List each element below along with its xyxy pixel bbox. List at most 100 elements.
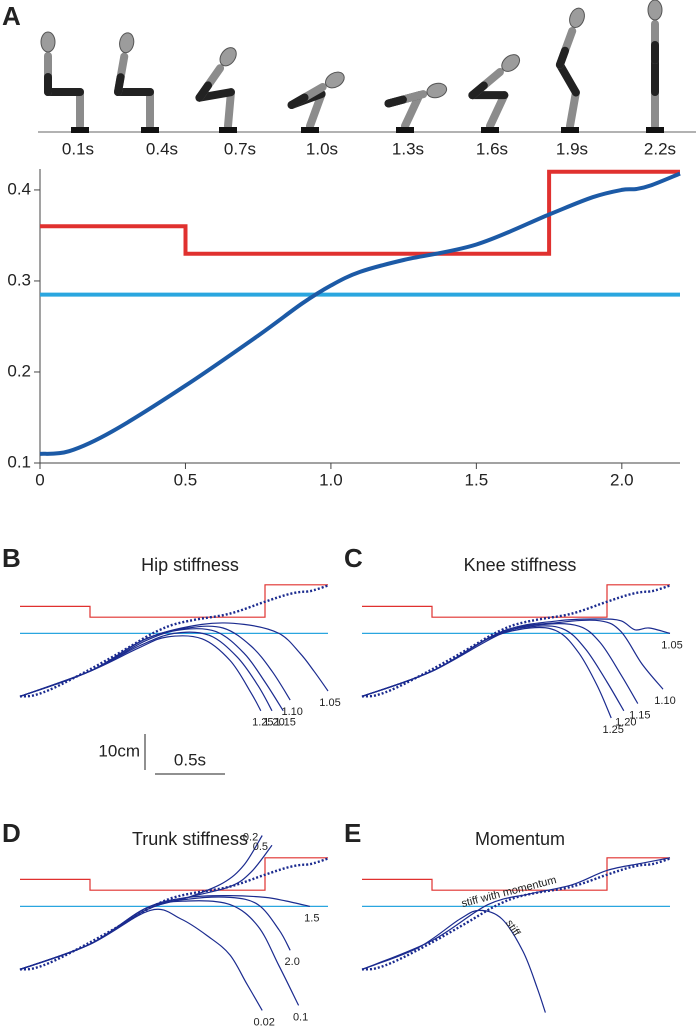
scale-bar-label: 10cm — [98, 741, 140, 760]
robot — [468, 54, 521, 133]
series-line — [39, 171, 681, 456]
robot-head — [647, 0, 663, 21]
frame-label: 0.4s — [146, 139, 178, 158]
series-label: 1.20 — [615, 717, 636, 729]
series-label: stiff — [503, 918, 523, 940]
robot-pelvis — [468, 81, 488, 100]
series-line — [20, 857, 328, 891]
series-label: 1.10 — [281, 706, 302, 718]
robot — [195, 47, 237, 133]
series-label: 0.02 — [253, 1016, 274, 1028]
y-tick-label: 0.4 — [7, 179, 31, 198]
robot-shin — [401, 91, 424, 130]
robot-thigh — [555, 60, 580, 97]
robot-shin — [306, 90, 326, 130]
series-line — [361, 623, 639, 704]
robot — [40, 31, 89, 133]
y-tick-label: 0.2 — [7, 361, 31, 380]
panel-letter: B — [2, 543, 21, 573]
series-line — [362, 584, 670, 618]
robot-pelvis — [195, 81, 213, 102]
series-label: 1.25 — [602, 724, 623, 736]
series-label: 1.25 — [252, 717, 273, 729]
robot — [287, 71, 345, 133]
panel-title: Knee stiffness — [464, 555, 577, 575]
series-label: 1.05 — [319, 697, 340, 709]
series-line — [19, 844, 273, 970]
frame-label: 1.9s — [556, 139, 588, 158]
robot-pelvis — [384, 95, 407, 108]
series-line — [361, 857, 671, 970]
series-line — [20, 584, 328, 618]
panel-title: Trunk stiffness — [132, 829, 248, 849]
series-label: 1.20 — [263, 717, 284, 729]
robot-foot — [481, 127, 499, 133]
scale-bar-label: 0.5s — [174, 750, 206, 769]
robot-pelvis — [114, 73, 125, 96]
series-label: 1.15 — [629, 710, 650, 722]
series-label: 2.0 — [285, 956, 300, 968]
y-tick-label: 0.3 — [7, 270, 31, 289]
frame-label: 0.7s — [224, 139, 256, 158]
robot-head — [426, 82, 448, 99]
series-line — [361, 584, 671, 698]
series-label: stiff with momentum — [460, 874, 558, 910]
robot-foot — [301, 127, 319, 133]
series-label: 1.10 — [654, 695, 675, 707]
frame-label: 1.0s — [306, 139, 338, 158]
robot-head — [501, 54, 521, 72]
x-tick-label: 1.0 — [319, 470, 343, 489]
series-line — [19, 584, 329, 698]
panel-letter: D — [2, 818, 21, 848]
x-tick-label: 0 — [35, 470, 44, 489]
robot-head — [119, 32, 135, 54]
series-line — [19, 896, 291, 970]
y-tick-label: 0.1 — [7, 452, 31, 471]
robot-shin — [486, 91, 509, 130]
robot-foot — [141, 127, 159, 133]
series-line — [19, 857, 329, 971]
robot-head — [569, 7, 585, 29]
series-line — [40, 169, 680, 256]
robot — [114, 32, 159, 133]
series-label: 0.2 — [243, 831, 258, 843]
panel-title: Hip stiffness — [141, 555, 239, 575]
x-tick-label: 2.0 — [610, 470, 634, 489]
frame-label: 2.2s — [644, 139, 676, 158]
robot-foot — [561, 127, 579, 133]
x-tick-label: 1.5 — [465, 470, 489, 489]
series-line — [361, 619, 664, 697]
series-line — [19, 900, 300, 1006]
frame-label: 1.3s — [392, 139, 424, 158]
series-line — [19, 908, 263, 1011]
series-line — [362, 857, 670, 891]
robot-head — [325, 71, 345, 89]
robot-foot — [396, 127, 414, 133]
panel-title: Momentum — [475, 829, 565, 849]
robot-foot — [219, 127, 237, 133]
frame-label: 0.1s — [62, 139, 94, 158]
x-tick-label: 0.5 — [174, 470, 198, 489]
series-line — [19, 635, 262, 712]
series-line — [361, 626, 612, 719]
robot-pelvis — [555, 46, 570, 69]
robot — [555, 7, 585, 133]
panel-letter: C — [344, 543, 363, 573]
series-line — [361, 909, 546, 1013]
robot-head — [219, 47, 237, 67]
robot-shin — [566, 88, 580, 130]
series-label: 1.15 — [274, 717, 295, 729]
panel-letter: A — [2, 1, 21, 31]
series-label: 1.05 — [661, 639, 682, 651]
robot-foot — [646, 127, 664, 133]
series-line — [19, 835, 263, 970]
robot — [384, 82, 448, 133]
panel-letter: E — [344, 818, 361, 848]
series-label: 0.5 — [253, 841, 268, 853]
series-label: 1.5 — [304, 912, 319, 924]
series-line — [361, 625, 625, 712]
robot — [646, 0, 664, 133]
robot-shin — [224, 88, 235, 130]
